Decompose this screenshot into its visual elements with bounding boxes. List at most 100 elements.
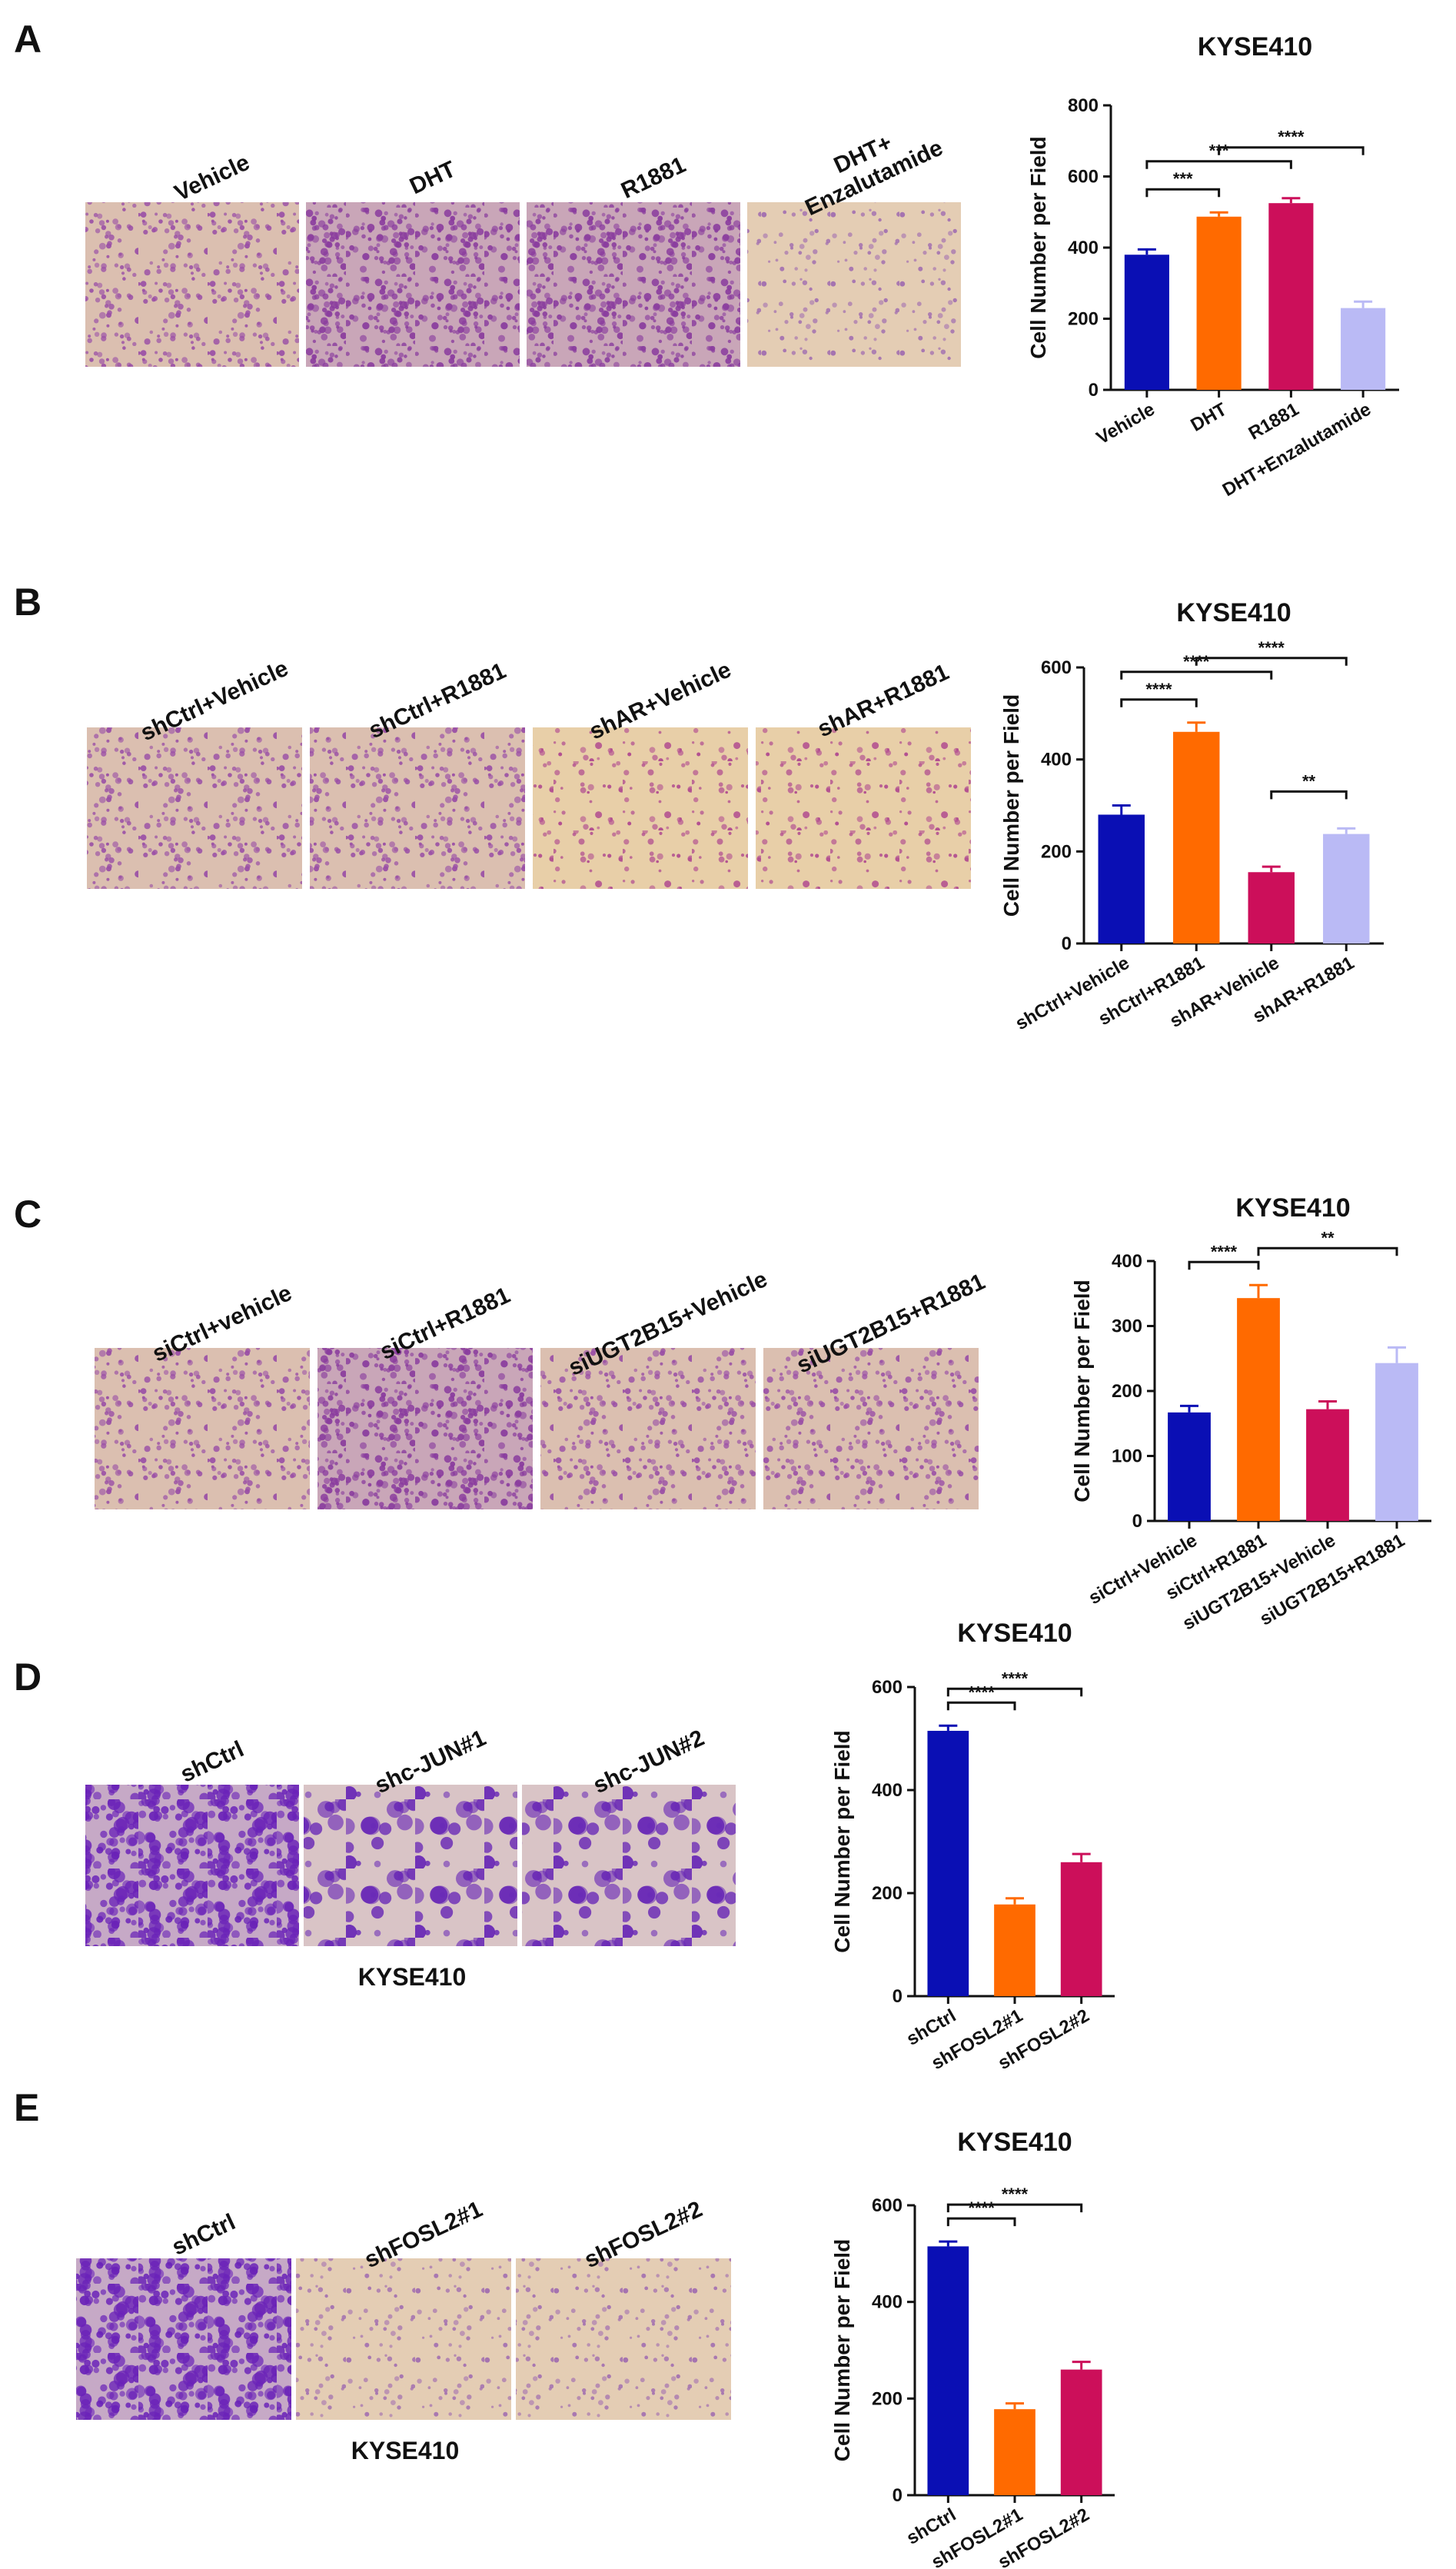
significance-bracket	[1270, 790, 1348, 800]
y-axis-label: Cell Number per Field	[999, 694, 1023, 917]
micrograph-image	[754, 726, 972, 890]
bar	[927, 1730, 969, 1996]
significance-label: **	[1321, 1228, 1335, 1247]
bar	[1248, 872, 1295, 943]
significance-label: ****	[969, 2198, 996, 2218]
micrograph-image	[531, 726, 750, 890]
micrograph-image	[304, 201, 521, 368]
micrograph-image	[514, 2257, 733, 2421]
micrograph-image	[294, 2257, 513, 2421]
significance-label: ****	[1002, 1669, 1029, 1688]
y-tick-label: 400	[1112, 1251, 1142, 1272]
image-label: DHT	[406, 156, 460, 199]
significance-label: ****	[1211, 1242, 1238, 1261]
y-tick-label: 400	[1068, 238, 1099, 258]
y-tick-label: 0	[1089, 380, 1099, 401]
y-tick-label: 400	[1041, 750, 1072, 770]
y-tick-label: 0	[893, 1986, 903, 2007]
significance-bracket	[1257, 1246, 1398, 1256]
chart-title: KYSE410	[957, 2128, 1072, 2157]
x-tick-label: DHT	[1187, 399, 1231, 436]
micrograph-image	[762, 1346, 980, 1511]
y-tick-label: 0	[1062, 933, 1072, 954]
image-caption: KYSE410	[358, 1963, 467, 1991]
bar	[1237, 1298, 1280, 1521]
significance-bracket	[946, 1701, 1016, 1711]
image-label: Vehicle	[171, 150, 254, 207]
micrograph-image	[85, 726, 304, 890]
bar	[1173, 731, 1220, 943]
significance-label: **	[1302, 771, 1316, 790]
micrograph-image	[308, 726, 527, 890]
y-tick-label: 0	[1132, 1511, 1142, 1532]
micrograph-image	[84, 1783, 301, 1948]
y-tick-label: 400	[872, 1780, 903, 1801]
y-tick-label: 200	[1068, 309, 1099, 330]
y-axis-label: Cell Number per Field	[830, 2239, 854, 2461]
bar	[994, 2409, 1035, 2495]
significance-label: ****	[1002, 2185, 1029, 2204]
y-tick-label: 200	[1041, 841, 1072, 862]
significance-label: ****	[969, 1682, 996, 1702]
y-tick-label: 300	[1112, 1316, 1142, 1337]
significance-bracket	[1188, 1260, 1260, 1270]
chart-title: KYSE410	[1176, 598, 1291, 627]
bar	[1124, 255, 1169, 390]
x-tick-label: R1881	[1245, 399, 1303, 444]
panel-letter: D	[14, 1656, 42, 1699]
micrograph-image	[75, 2257, 293, 2421]
significance-label: ***	[1173, 169, 1193, 188]
image-label: shCtrl	[168, 2209, 240, 2261]
y-axis-label: Cell Number per Field	[830, 1730, 854, 1952]
significance-bracket	[946, 2217, 1016, 2227]
bar	[1306, 1409, 1349, 1521]
significance-label: ****	[1258, 638, 1285, 657]
bar-chart-1: KYSE410 Cell Number per Field 0 200 400 600 80…	[1026, 32, 1399, 501]
significance-bracket	[1120, 698, 1198, 707]
panel-letter: A	[14, 18, 42, 61]
bar	[994, 1904, 1035, 1996]
micrograph-image	[93, 1346, 311, 1511]
y-tick-label: 200	[872, 1883, 903, 1904]
micrograph-image	[316, 1346, 534, 1511]
y-tick-label: 200	[872, 2388, 903, 2409]
panel-letter: E	[14, 2086, 39, 2129]
chart-title: KYSE410	[957, 1619, 1072, 1648]
micrograph-image	[302, 1783, 519, 1948]
bar	[1268, 203, 1314, 390]
y-tick-label: 100	[1112, 1446, 1142, 1467]
y-axis-label: Cell Number per Field	[1026, 136, 1050, 358]
micrograph-image	[84, 201, 301, 368]
image-label: shCtrl	[177, 1736, 248, 1788]
significance-bracket	[946, 2203, 1083, 2213]
micrograph-image	[520, 1783, 737, 1948]
y-tick-label: 600	[1041, 657, 1072, 678]
x-tick-label: Vehicle	[1093, 399, 1158, 449]
y-tick-label: 0	[893, 2485, 903, 2506]
significance-bracket	[1218, 146, 1365, 155]
panel-letter: C	[14, 1193, 42, 1236]
micrograph-image	[539, 1346, 757, 1511]
panel-letter: B	[14, 581, 42, 624]
significance-bracket	[1120, 671, 1273, 680]
bar	[1196, 216, 1242, 390]
micrograph-image	[746, 201, 962, 368]
bar	[1060, 2369, 1102, 2495]
significance-bracket	[1145, 188, 1221, 198]
chart-title: KYSE410	[1235, 1193, 1350, 1223]
significance-bracket	[1195, 657, 1348, 666]
y-axis-label: Cell Number per Field	[1070, 1280, 1094, 1502]
image-label: R1881	[617, 152, 690, 204]
bar	[1323, 834, 1370, 943]
y-tick-label: 600	[872, 1677, 903, 1698]
bar-chart-3: KYSE410 Cell Number per Field 0 100 200 300 40…	[1070, 1193, 1431, 1635]
bar	[1341, 308, 1386, 390]
